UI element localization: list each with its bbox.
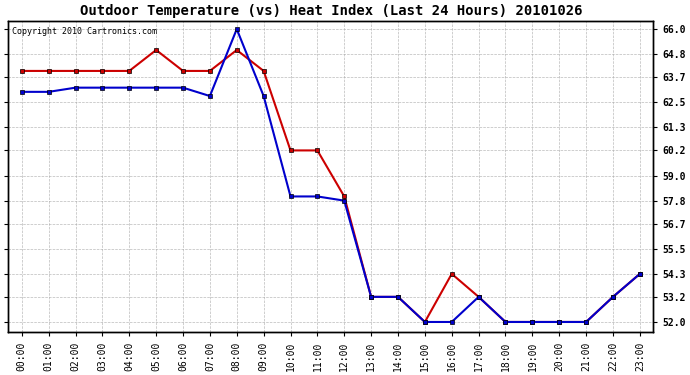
Text: Copyright 2010 Cartronics.com: Copyright 2010 Cartronics.com [12, 27, 157, 36]
Title: Outdoor Temperature (vs) Heat Index (Last 24 Hours) 20101026: Outdoor Temperature (vs) Heat Index (Las… [79, 4, 582, 18]
